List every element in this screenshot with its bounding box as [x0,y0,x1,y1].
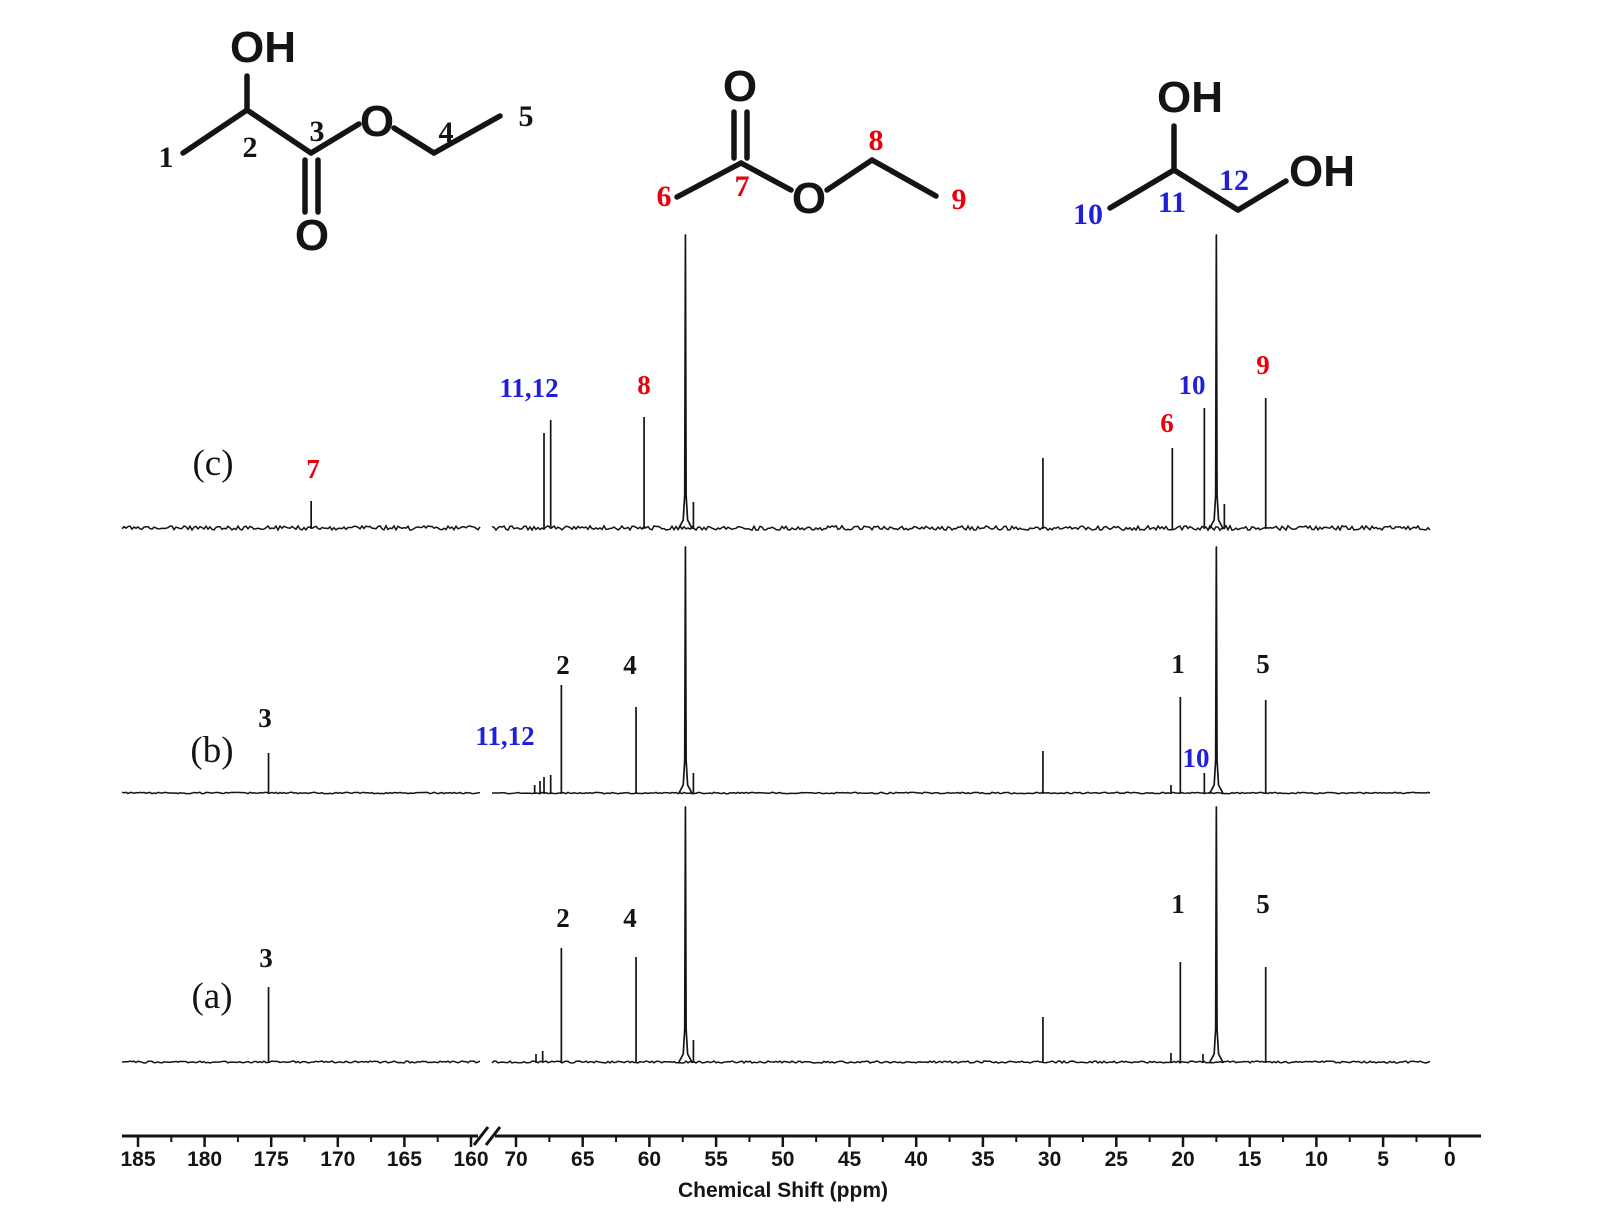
axis-tick-label: 180 [187,1148,222,1171]
axis-tick-label: 175 [254,1148,289,1171]
axis-tick-label: 170 [320,1148,355,1171]
carbon-number: 11 [1158,186,1186,219]
nmr-peak-17.5ppm [1208,234,1225,530]
bond [869,157,939,199]
peak-label: 3 [259,943,273,973]
bond [308,121,362,156]
carbon-number: 4 [439,116,454,149]
carbon-number: 7 [735,170,750,203]
spectrum-label-a: (a) [191,976,232,1017]
baseline-trace [121,791,1431,795]
spectrum-c: (c) 7 11,12 8 610 9 [121,234,1431,532]
axis-break-slash [484,1126,502,1146]
axis-tick-label: 35 [971,1148,995,1171]
axis-tick-label: 10 [1305,1148,1328,1171]
axis-tick-label: 40 [905,1148,928,1171]
bond [1235,178,1289,213]
axis-tick-label: 20 [1171,1148,1194,1171]
peak-label: 2 [556,650,570,680]
baseline-trace [121,1060,1431,1064]
bond [244,107,314,156]
carbon-number: 3 [310,115,325,148]
bond [824,157,875,193]
nmr-peak-17.5ppm [1208,546,1225,795]
axis-tick-label: 185 [120,1148,155,1171]
axis-tick-label: 30 [1038,1148,1061,1171]
carbon-number: 5 [519,100,534,133]
peak-label: 7 [306,454,320,484]
bond [1171,167,1241,213]
bond [738,160,794,193]
atom-label: OH [230,23,296,72]
axis-tick-label: 0 [1444,1148,1456,1171]
carbon-number: 2 [243,131,258,164]
axis-tick-label: 65 [571,1148,595,1171]
carbon-number: 6 [657,180,672,213]
axis-tick-label: 25 [1105,1148,1129,1171]
atom-label: OH [1157,73,1223,122]
axis-tick-label: 55 [704,1148,728,1171]
nmr-peak-57.3ppm [677,234,694,530]
axis-tick-label: 160 [453,1148,488,1171]
axis-tick-label: 50 [771,1148,794,1171]
bond [1107,167,1177,211]
peak-label: 2 [556,903,570,933]
baseline-trace [121,524,1431,532]
atom-label: O [723,62,757,111]
nmr-peak-17.5ppm [1208,806,1225,1064]
carbon-number: 8 [869,124,884,157]
axis-tick-label: 45 [838,1148,862,1171]
axis-tick-label: 70 [504,1148,527,1171]
peak-label: 8 [637,370,651,400]
bond [674,160,744,200]
nmr-peak-57.3ppm [677,806,694,1064]
atom-label: O [295,211,329,260]
peak-label: 1 [1171,649,1185,679]
peak-label: 5 [1256,649,1270,679]
nmr-peak-57.3ppm [677,546,694,795]
peak-label: 6 [1160,408,1174,438]
spectrum-label-c: (c) [192,443,233,484]
x-axis-title: Chemical Shift (ppm) [678,1179,888,1202]
atom-label: OH [1289,147,1355,196]
axis-break-slash [472,1126,490,1146]
atom-label: O [360,97,394,146]
peak-label: 4 [623,903,637,933]
axis-break-gap [478,1132,495,1140]
peak-label: 10 [1179,370,1206,400]
spectrum-label-b: (b) [190,730,233,771]
bond [180,107,250,156]
peak-label: 3 [258,703,272,733]
x-axis: 185 180 175 170 165 160 70 65 60 55 50 45 40 35 30 25 20… [120,1126,1481,1171]
structure-propylene-glycol: OH OH 10 11 12 [1073,73,1355,231]
spectrum-a: (a) 3 2 4 1 5 [121,806,1431,1064]
carbon-number: 9 [952,183,967,216]
peak-label: 10 [1183,743,1210,773]
structure-ethyl-acetate: O O 6 7 8 9 [657,62,967,223]
axis-tick-label: 60 [638,1148,661,1171]
peak-label: 5 [1256,889,1270,919]
peak-label: 4 [623,650,637,680]
axis-tick-label: 15 [1238,1148,1262,1171]
peak-label: 9 [1256,350,1270,380]
carbon-number: 10 [1073,198,1103,231]
peak-label: 11,12 [475,721,534,751]
axis-tick-label: 165 [387,1148,422,1171]
bond [431,113,503,156]
carbon-number: 12 [1219,164,1249,197]
carbon-number: 1 [159,141,174,174]
structure-ethyl-lactate: OH O O 1 2 3 4 5 [159,23,534,260]
atom-label: O [792,174,826,223]
peak-label: 11,12 [499,373,558,403]
bond [391,125,437,156]
peak-label: 1 [1171,889,1185,919]
axis-tick-label: 5 [1377,1148,1389,1171]
spectrum-b: (b) 3 11,12 2 4 1 10 5 [121,546,1431,795]
